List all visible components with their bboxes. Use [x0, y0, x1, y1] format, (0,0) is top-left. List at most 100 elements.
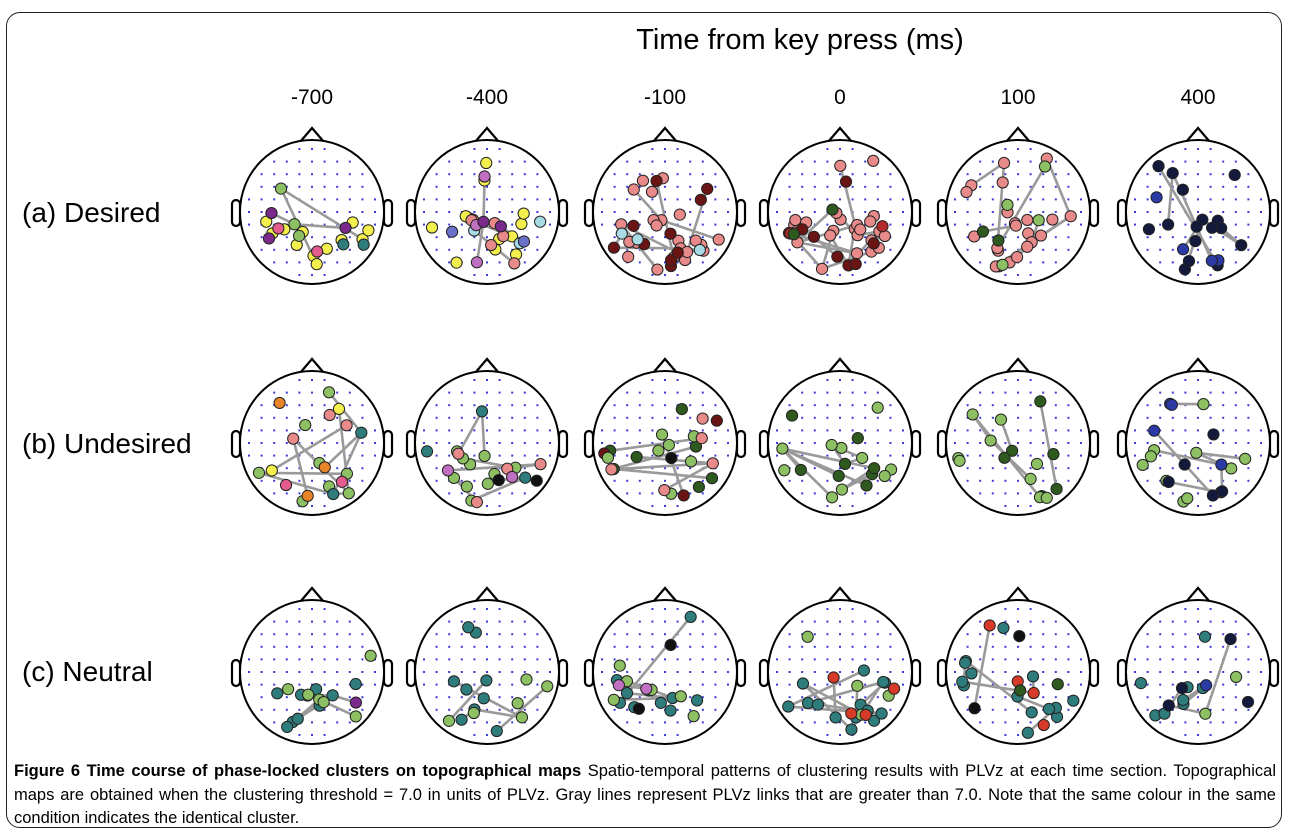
electrode-dot	[460, 198, 463, 201]
electrode-dot	[1029, 404, 1032, 407]
electrode-dot	[1222, 683, 1225, 686]
head-map	[1116, 357, 1280, 516]
electrode-dot	[689, 492, 692, 495]
nose	[1005, 126, 1031, 143]
electrode-dot	[1209, 734, 1212, 736]
electrode-dot	[448, 429, 451, 432]
electrode-dot	[448, 404, 451, 407]
electrode-dot	[1234, 633, 1237, 636]
electrode-dot	[336, 467, 339, 470]
electrode-dot	[813, 416, 816, 419]
electrode-dot	[1029, 608, 1032, 610]
electrode-dot	[1067, 467, 1070, 470]
electrode-dot	[801, 721, 804, 724]
electrode-dot	[311, 721, 313, 724]
electrode-dot	[1234, 708, 1237, 711]
electrode-dot	[1054, 467, 1057, 470]
electrode-dot	[864, 248, 867, 251]
electrode-dot	[1029, 492, 1032, 495]
electrode-dot	[298, 211, 301, 213]
electrode-dot	[991, 658, 994, 661]
right-ear	[1268, 429, 1280, 459]
electrode-dot	[851, 671, 854, 673]
electrode-dot	[966, 708, 969, 711]
electrode-dot	[991, 683, 994, 686]
electrode-dot	[1247, 708, 1250, 711]
electrode-dot	[979, 620, 982, 623]
cluster-electrode	[1136, 458, 1149, 472]
electrode-dot	[1197, 696, 1199, 699]
electrode-dot	[361, 173, 364, 176]
electrode-dot	[902, 198, 904, 201]
electrode-dot	[651, 658, 654, 661]
electrode-dot	[876, 633, 879, 636]
electrode-dot	[1017, 404, 1019, 407]
electrode-dot	[336, 391, 339, 394]
electrode-dot	[486, 236, 488, 239]
right-ear	[382, 429, 394, 459]
electrode-dot	[651, 620, 654, 623]
electrode-dot	[498, 391, 501, 394]
cluster-electrode	[281, 720, 294, 734]
electrode-dot	[460, 492, 463, 495]
electrode-dot	[813, 721, 816, 724]
electrode-dot	[991, 708, 994, 711]
electrode-dot	[374, 211, 376, 213]
left-ear	[230, 429, 242, 459]
electrode-dot	[486, 416, 488, 419]
cluster-electrode	[337, 238, 350, 251]
electrode-dot	[460, 633, 463, 636]
electrode-dot	[864, 442, 867, 444]
electrode-dot	[813, 173, 816, 176]
electrode-dot	[311, 211, 313, 213]
electrode-dot	[260, 454, 263, 457]
electrode-dot	[1159, 492, 1162, 495]
electrode-dot	[523, 248, 526, 251]
electrode-dot	[1042, 429, 1045, 432]
electrode-dot	[1146, 185, 1149, 188]
electrode-dot	[638, 416, 641, 419]
cluster-electrode	[966, 408, 979, 421]
electrode-dot	[1146, 442, 1149, 444]
cluster-electrode	[519, 471, 532, 484]
electrode-dot	[664, 185, 666, 188]
electrode-dot	[486, 261, 488, 264]
cluster-electrode	[785, 409, 799, 422]
electrode-dot	[651, 429, 654, 432]
electrode-dot	[966, 467, 969, 470]
cluster-electrode	[675, 403, 688, 416]
electrode-dot	[801, 261, 804, 264]
electrode-dot	[1247, 248, 1250, 251]
nose	[652, 586, 678, 603]
electrode-dot	[1234, 721, 1237, 724]
electrode-dot	[826, 671, 829, 673]
cluster-electrode	[838, 457, 852, 470]
electrode-dot	[651, 608, 654, 610]
electrode-dot	[536, 708, 539, 711]
electrode-dot	[423, 223, 425, 226]
electrode-dot	[1247, 645, 1250, 648]
electrode-dot	[361, 645, 364, 648]
electrode-dot	[826, 633, 829, 636]
electrode-dot	[1159, 173, 1162, 176]
plvz-link	[457, 410, 484, 455]
cluster-electrode	[705, 472, 719, 485]
cluster-electrode	[706, 457, 719, 470]
electrode-dot	[1017, 734, 1019, 736]
cluster-electrode	[636, 174, 650, 187]
electrode-dot	[1197, 429, 1199, 432]
electrode-dot	[1197, 633, 1199, 636]
cluster-electrode	[322, 386, 336, 399]
electrode-dot	[1197, 505, 1199, 507]
electrode-dot	[361, 404, 364, 407]
electrode-dot	[851, 173, 854, 176]
cluster-electrode	[288, 218, 301, 231]
electrode-dot	[1017, 620, 1019, 623]
electrode-dot	[651, 160, 654, 163]
electrode-dot	[323, 454, 326, 457]
electrode-dot	[626, 658, 629, 661]
electrode-dot	[511, 696, 514, 699]
plvz-link	[482, 180, 486, 222]
electrode-dot	[638, 248, 641, 251]
electrode-dot	[273, 454, 276, 457]
